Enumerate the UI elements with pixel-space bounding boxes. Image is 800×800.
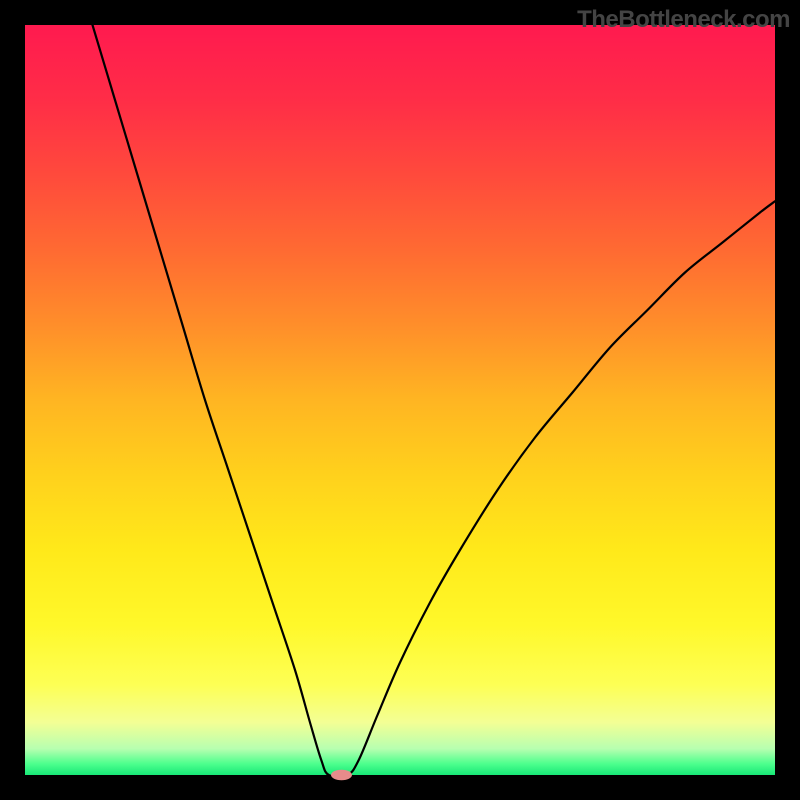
watermark-text: TheBottleneck.com	[577, 6, 790, 34]
optimum-marker	[331, 770, 352, 781]
chart-container: TheBottleneck.com	[0, 0, 800, 800]
bottleneck-chart-svg	[0, 0, 800, 800]
